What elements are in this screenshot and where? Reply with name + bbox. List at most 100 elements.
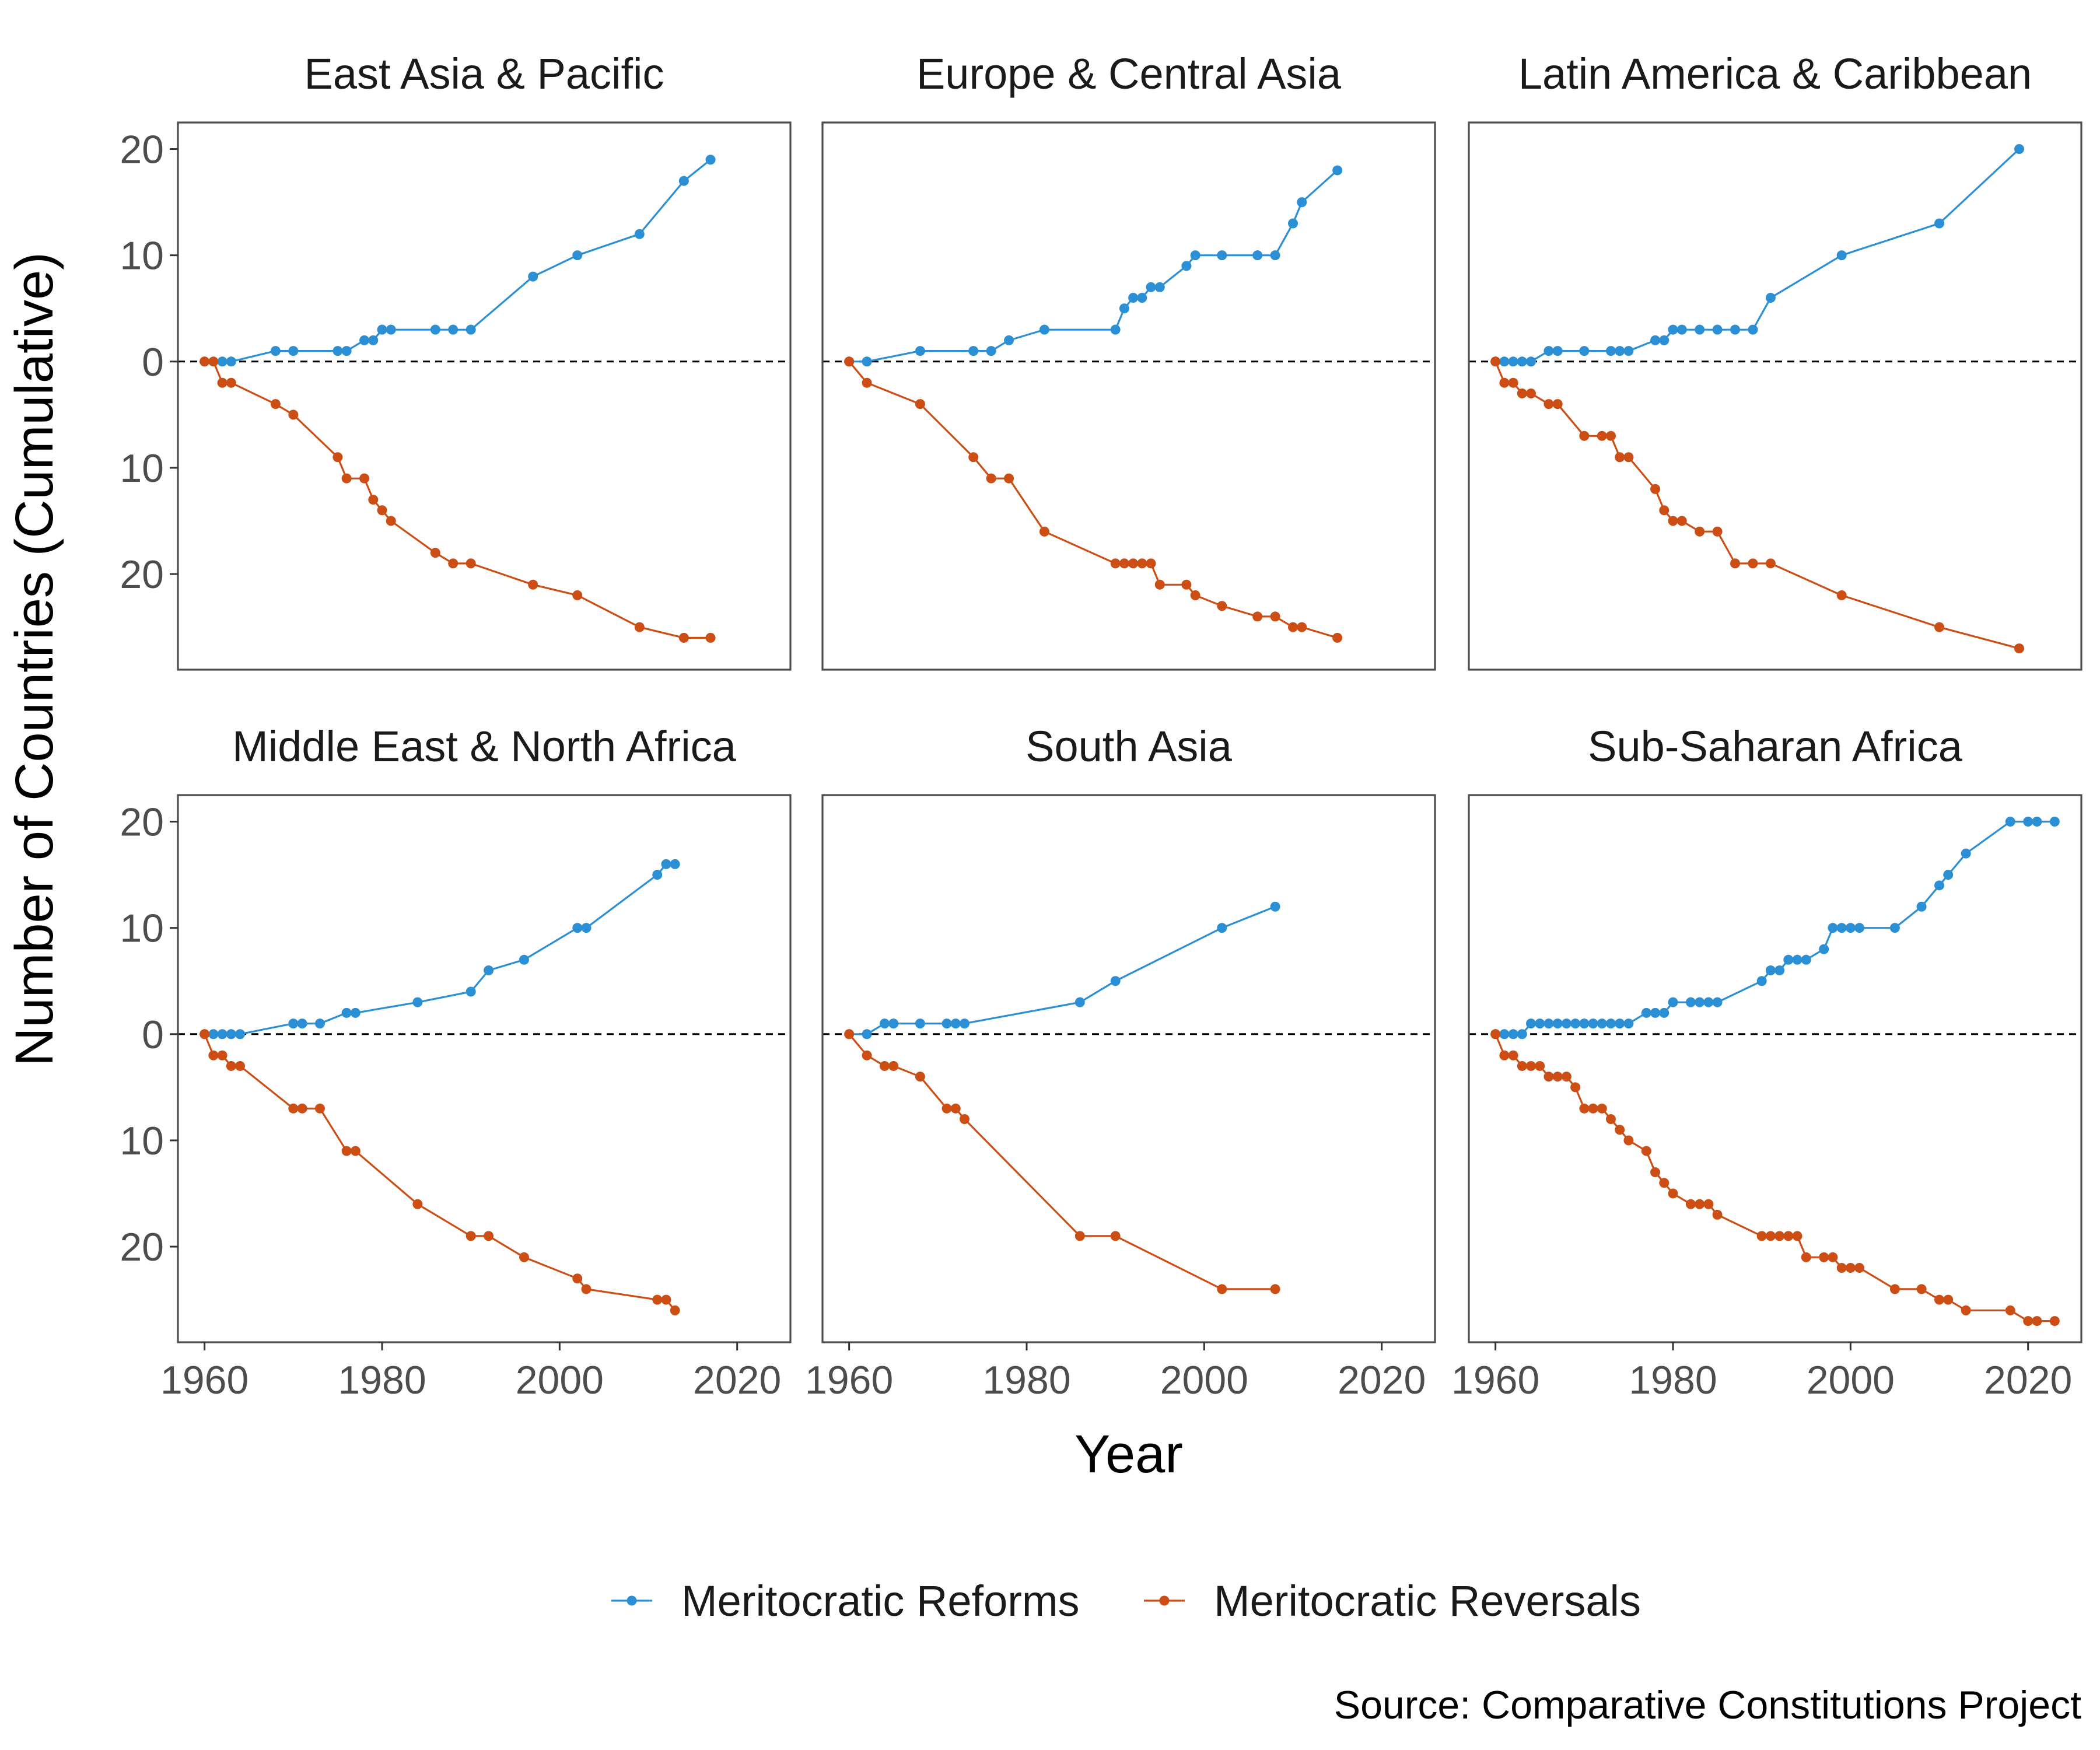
y-tick-label: 10 (120, 446, 164, 491)
data-point (1517, 356, 1527, 367)
data-point (1765, 1231, 1776, 1241)
data-point (1668, 997, 1678, 1007)
data-point (1217, 250, 1227, 261)
data-point (572, 590, 583, 601)
data-point (1889, 1284, 1900, 1294)
data-point (1270, 901, 1280, 912)
y-axis-title: Number of Countries (Cumulative) (5, 252, 64, 1066)
data-point (1792, 954, 1803, 965)
data-point (217, 1029, 228, 1040)
data-point (1783, 1231, 1794, 1241)
data-point (1676, 516, 1687, 526)
data-point (1774, 965, 1785, 976)
data-point (386, 516, 396, 526)
data-point (661, 1294, 671, 1305)
data-point (1854, 1263, 1865, 1273)
series-group (200, 356, 716, 643)
data-point (1146, 558, 1156, 569)
facet-panel: Sub-Saharan Africa 1960 1980 2000 2020 (1451, 722, 2082, 1402)
data-point (1579, 1103, 1590, 1114)
data-point (2032, 1316, 2042, 1326)
data-point (341, 1146, 352, 1156)
data-point (1074, 997, 1085, 1007)
data-point (1190, 590, 1200, 601)
data-point (2014, 144, 2024, 155)
panel-border (177, 794, 792, 1343)
panel-grid: East Asia & Pacific 20 10 0 10 20 Europe & Cen… (120, 50, 2082, 1402)
panel-border (1468, 121, 2082, 671)
data-point (1650, 1007, 1661, 1018)
y-tick-label: 0 (142, 1013, 164, 1057)
data-point (670, 1305, 680, 1315)
data-point (1845, 923, 1856, 933)
y-tick-label: 0 (142, 340, 164, 384)
data-point (1730, 324, 1741, 335)
data-point (1508, 1050, 1518, 1060)
data-point (1961, 1305, 1971, 1315)
data-point (1552, 346, 1563, 356)
x-tick-label: 2000 (1160, 1358, 1248, 1402)
data-point (1039, 526, 1049, 537)
panel-title: Europe & Central Asia (916, 50, 1342, 98)
data-point (208, 1050, 219, 1060)
data-point (288, 1103, 299, 1114)
data-point (430, 324, 440, 335)
x-tick-label: 2020 (1338, 1358, 1426, 1402)
data-point (1695, 526, 1705, 537)
data-point (314, 1103, 325, 1114)
data-point (377, 505, 387, 516)
series-group (844, 1029, 1280, 1294)
series-group (1490, 356, 2024, 654)
data-point (1110, 558, 1121, 569)
y-tick-label: 20 (120, 800, 164, 845)
data-point (1270, 250, 1280, 261)
data-point (1801, 1252, 1811, 1262)
data-point (1854, 923, 1865, 933)
data-point (1623, 346, 1634, 356)
data-point (678, 632, 689, 643)
data-point (1597, 430, 1607, 441)
data-point (1499, 1050, 1510, 1060)
data-point (1154, 282, 1165, 292)
data-point (1836, 1263, 1847, 1273)
data-point (332, 452, 343, 463)
data-point (968, 452, 979, 463)
data-point (1712, 324, 1723, 335)
panel-border (821, 794, 1436, 1343)
data-point (1685, 1199, 1696, 1209)
data-point (581, 1284, 592, 1294)
data-point (1039, 324, 1049, 335)
x-tick-label: 2020 (693, 1358, 781, 1402)
series-group (844, 356, 1343, 643)
data-point (1765, 558, 1776, 569)
series-group (1490, 1029, 2060, 1326)
data-point (1004, 473, 1014, 484)
facet-panel: East Asia & Pacific 20 10 0 10 20 (120, 50, 792, 671)
data-point (1659, 1007, 1670, 1018)
data-point (705, 155, 716, 165)
data-point (634, 622, 645, 632)
data-point (880, 1019, 890, 1029)
data-point (1889, 923, 1900, 933)
legend-key-point (1159, 1595, 1170, 1606)
data-point (1703, 1199, 1714, 1209)
data-point (1650, 335, 1661, 345)
data-point (581, 923, 592, 933)
data-point (1748, 558, 1758, 569)
data-point (915, 1019, 925, 1029)
data-point (412, 1199, 423, 1209)
data-point (208, 356, 219, 367)
source-caption: Source: Comparative Constitutions Projec… (1334, 1683, 2081, 1727)
data-point (1119, 303, 1129, 314)
data-point (217, 1050, 228, 1060)
data-point (466, 324, 476, 335)
data-point (1615, 1125, 1625, 1135)
data-point (1783, 954, 1794, 965)
data-point (1774, 1231, 1785, 1241)
data-point (1650, 1167, 1661, 1178)
data-point (226, 356, 236, 367)
data-point (1623, 452, 1634, 463)
data-point (1332, 632, 1343, 643)
data-point (377, 324, 387, 335)
